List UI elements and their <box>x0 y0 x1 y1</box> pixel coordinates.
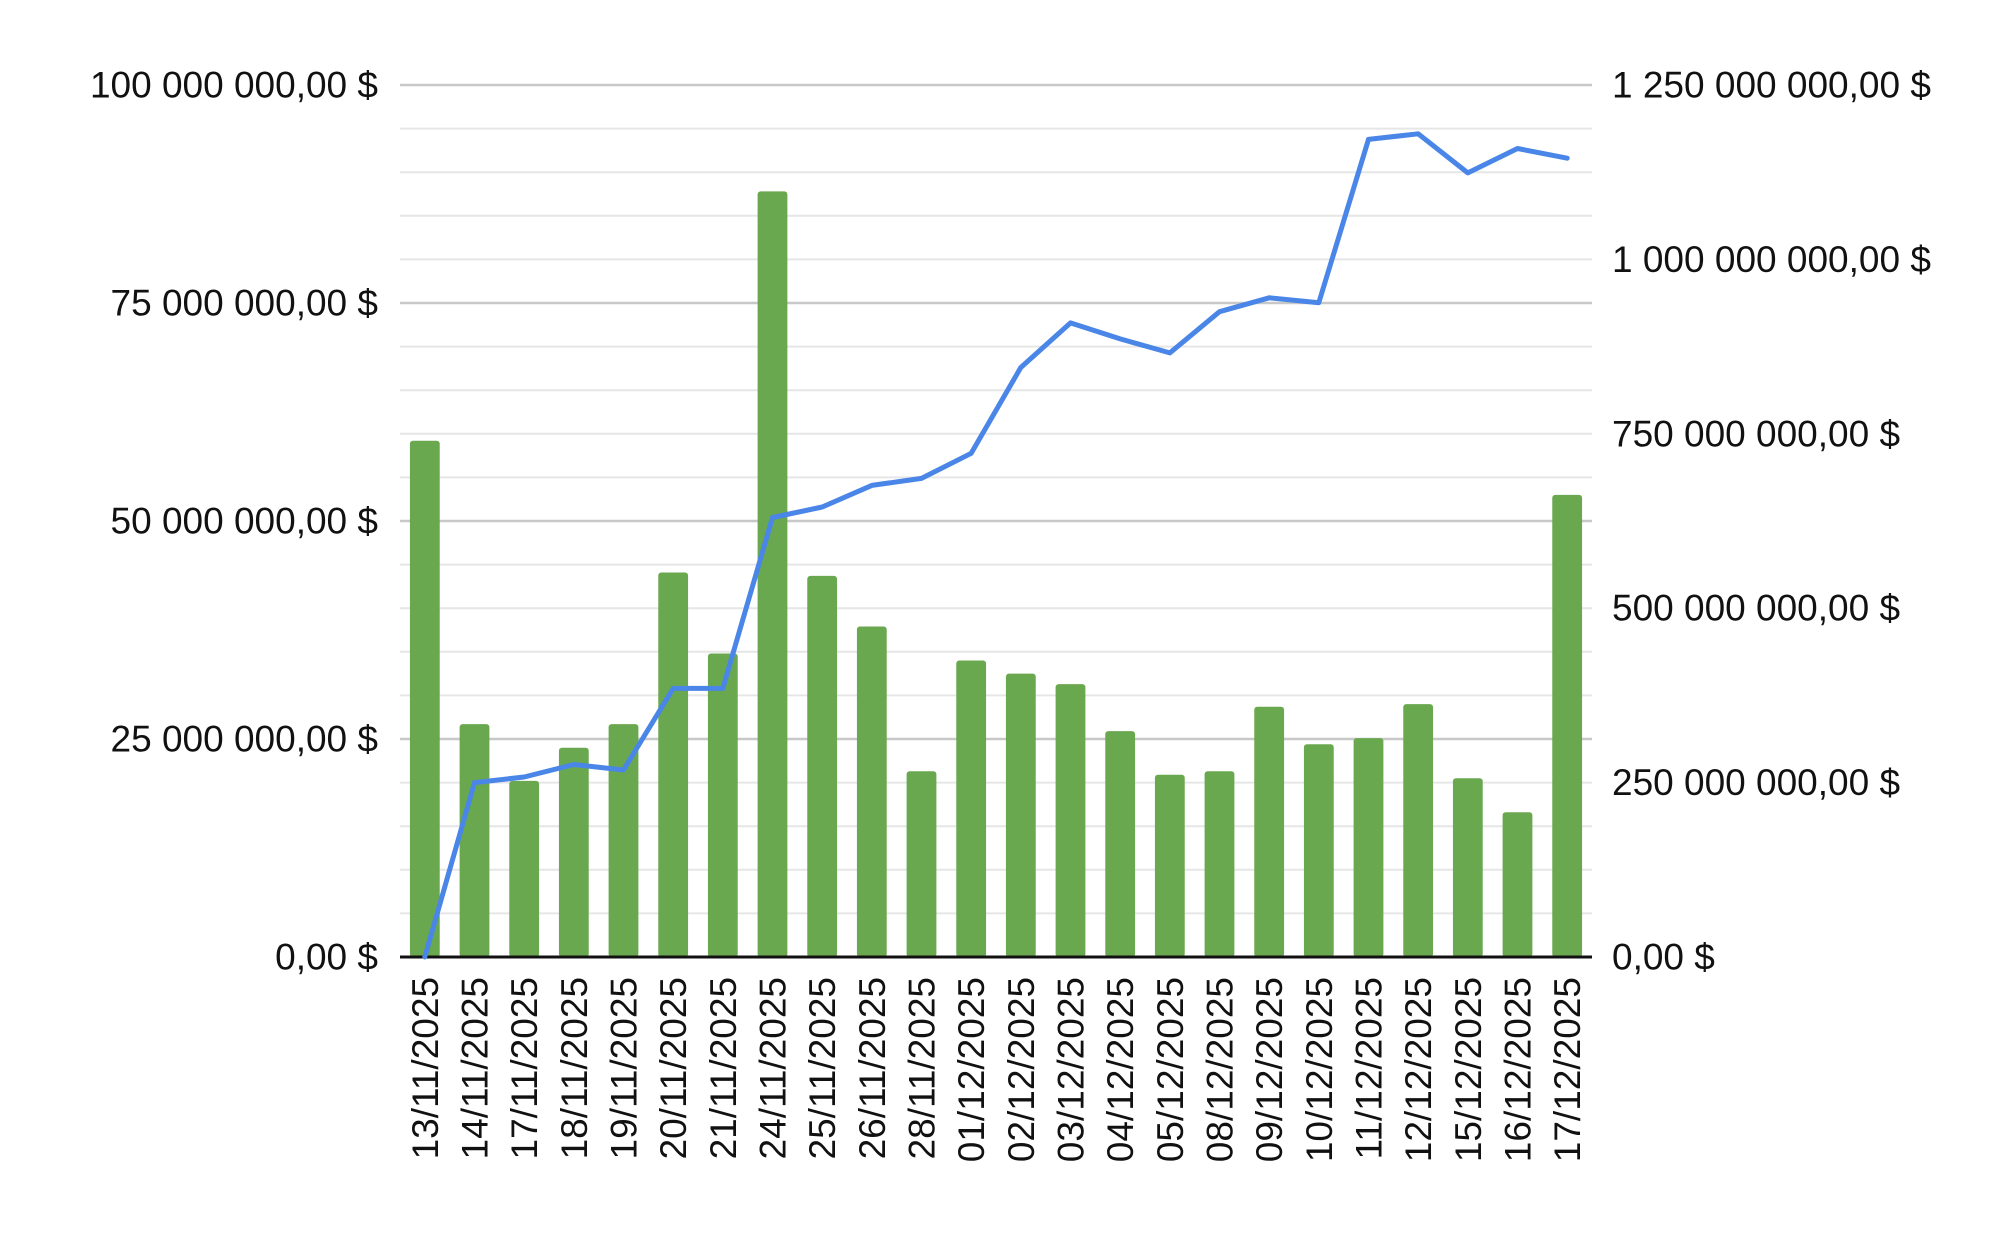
x-tick-label: 09/12/2025 <box>1249 977 1290 1162</box>
x-tick-label: 13/11/2025 <box>405 977 446 1159</box>
x-tick-label: 14/11/2025 <box>455 977 496 1159</box>
bar-12/12/2025 <box>1403 704 1434 957</box>
bar-series <box>409 191 1583 957</box>
x-tick-label: 17/12/2025 <box>1547 977 1588 1162</box>
bar-09/12/2025 <box>1254 706 1285 957</box>
left-y-tick-label: 75 000 000,00 $ <box>111 283 378 324</box>
right-y-tick-label: 250 000 000,00 $ <box>1612 762 1900 803</box>
x-tick-label: 16/12/2025 <box>1498 977 1539 1162</box>
x-tick-label: 25/11/2025 <box>802 977 843 1159</box>
x-tick-label: 19/11/2025 <box>604 977 645 1159</box>
x-tick-label: 03/12/2025 <box>1051 977 1092 1162</box>
bar-24/11/2025 <box>757 191 788 957</box>
x-tick-label: 05/12/2025 <box>1150 977 1191 1162</box>
cumulative-line <box>422 131 1570 960</box>
x-tick-label: 02/12/2025 <box>1001 977 1042 1162</box>
bar-28/11/2025 <box>906 771 937 957</box>
right-y-tick-label: 1 000 000 000,00 $ <box>1612 239 1931 280</box>
bar-13/11/2025 <box>409 440 440 957</box>
x-tick-label: 15/12/2025 <box>1448 977 1489 1162</box>
bar-17/12/2025 <box>1552 494 1583 957</box>
left-y-tick-label: 0,00 $ <box>275 937 378 978</box>
bar-17/11/2025 <box>509 780 540 957</box>
bar-02/12/2025 <box>1005 673 1036 957</box>
bar-20/11/2025 <box>658 572 689 957</box>
bar-21/11/2025 <box>707 653 738 957</box>
x-tick-label: 11/12/2025 <box>1349 977 1390 1159</box>
gridlines <box>400 83 1592 915</box>
bar-18/11/2025 <box>558 747 589 957</box>
x-tick-label: 24/11/2025 <box>753 977 794 1159</box>
left-y-tick-label: 50 000 000,00 $ <box>111 501 378 542</box>
bar-14/11/2025 <box>459 724 490 957</box>
x-tick-label: 28/11/2025 <box>902 977 943 1159</box>
left-y-tick-label: 25 000 000,00 $ <box>111 719 378 760</box>
right-y-tick-label: 500 000 000,00 $ <box>1612 588 1900 629</box>
bar-16/12/2025 <box>1502 812 1533 957</box>
x-tick-label: 01/12/2025 <box>951 977 992 1162</box>
bar-08/12/2025 <box>1204 771 1235 957</box>
x-tick-label: 10/12/2025 <box>1299 977 1340 1162</box>
bar-05/12/2025 <box>1154 774 1185 957</box>
right-y-tick-label: 750 000 000,00 $ <box>1612 413 1900 454</box>
bar-25/11/2025 <box>807 575 838 957</box>
x-tick-label: 20/11/2025 <box>653 977 694 1159</box>
x-tick-label: 18/11/2025 <box>554 977 595 1159</box>
right-y-tick-label: 1 250 000 000,00 $ <box>1612 65 1931 106</box>
bar-19/11/2025 <box>608 724 639 957</box>
bar-15/12/2025 <box>1452 778 1483 957</box>
left-y-tick-label: 100 000 000,00 $ <box>90 65 378 106</box>
right-y-tick-label: 0,00 $ <box>1612 937 1715 978</box>
bar-01/12/2025 <box>956 660 987 957</box>
x-axis-tick-labels: 13/11/2025 14/11/2025 17/11/2025 18/11/2025… <box>405 977 1588 1162</box>
bar-11/12/2025 <box>1353 738 1384 957</box>
bar-04/12/2025 <box>1105 731 1136 957</box>
x-tick-label: 17/11/2025 <box>504 977 545 1159</box>
x-tick-label: 21/11/2025 <box>703 977 744 1159</box>
bar-03/12/2025 <box>1055 684 1086 957</box>
left-y-axis-tick-labels: 0,00 $ 25 000 000,00 $ 50 000 000,00 $ 75 0… <box>90 65 378 978</box>
right-y-axis-tick-labels: 0,00 $ 250 000 000,00 $ 500 000 000,00 $ 75… <box>1612 65 1931 978</box>
x-tick-label: 08/12/2025 <box>1200 977 1241 1162</box>
line-series <box>422 131 1570 960</box>
bar-10/12/2025 <box>1303 744 1334 957</box>
bar-26/11/2025 <box>856 626 887 957</box>
x-tick-label: 12/12/2025 <box>1398 977 1439 1162</box>
x-tick-label: 26/11/2025 <box>852 977 893 1159</box>
x-tick-label: 04/12/2025 <box>1100 977 1141 1162</box>
